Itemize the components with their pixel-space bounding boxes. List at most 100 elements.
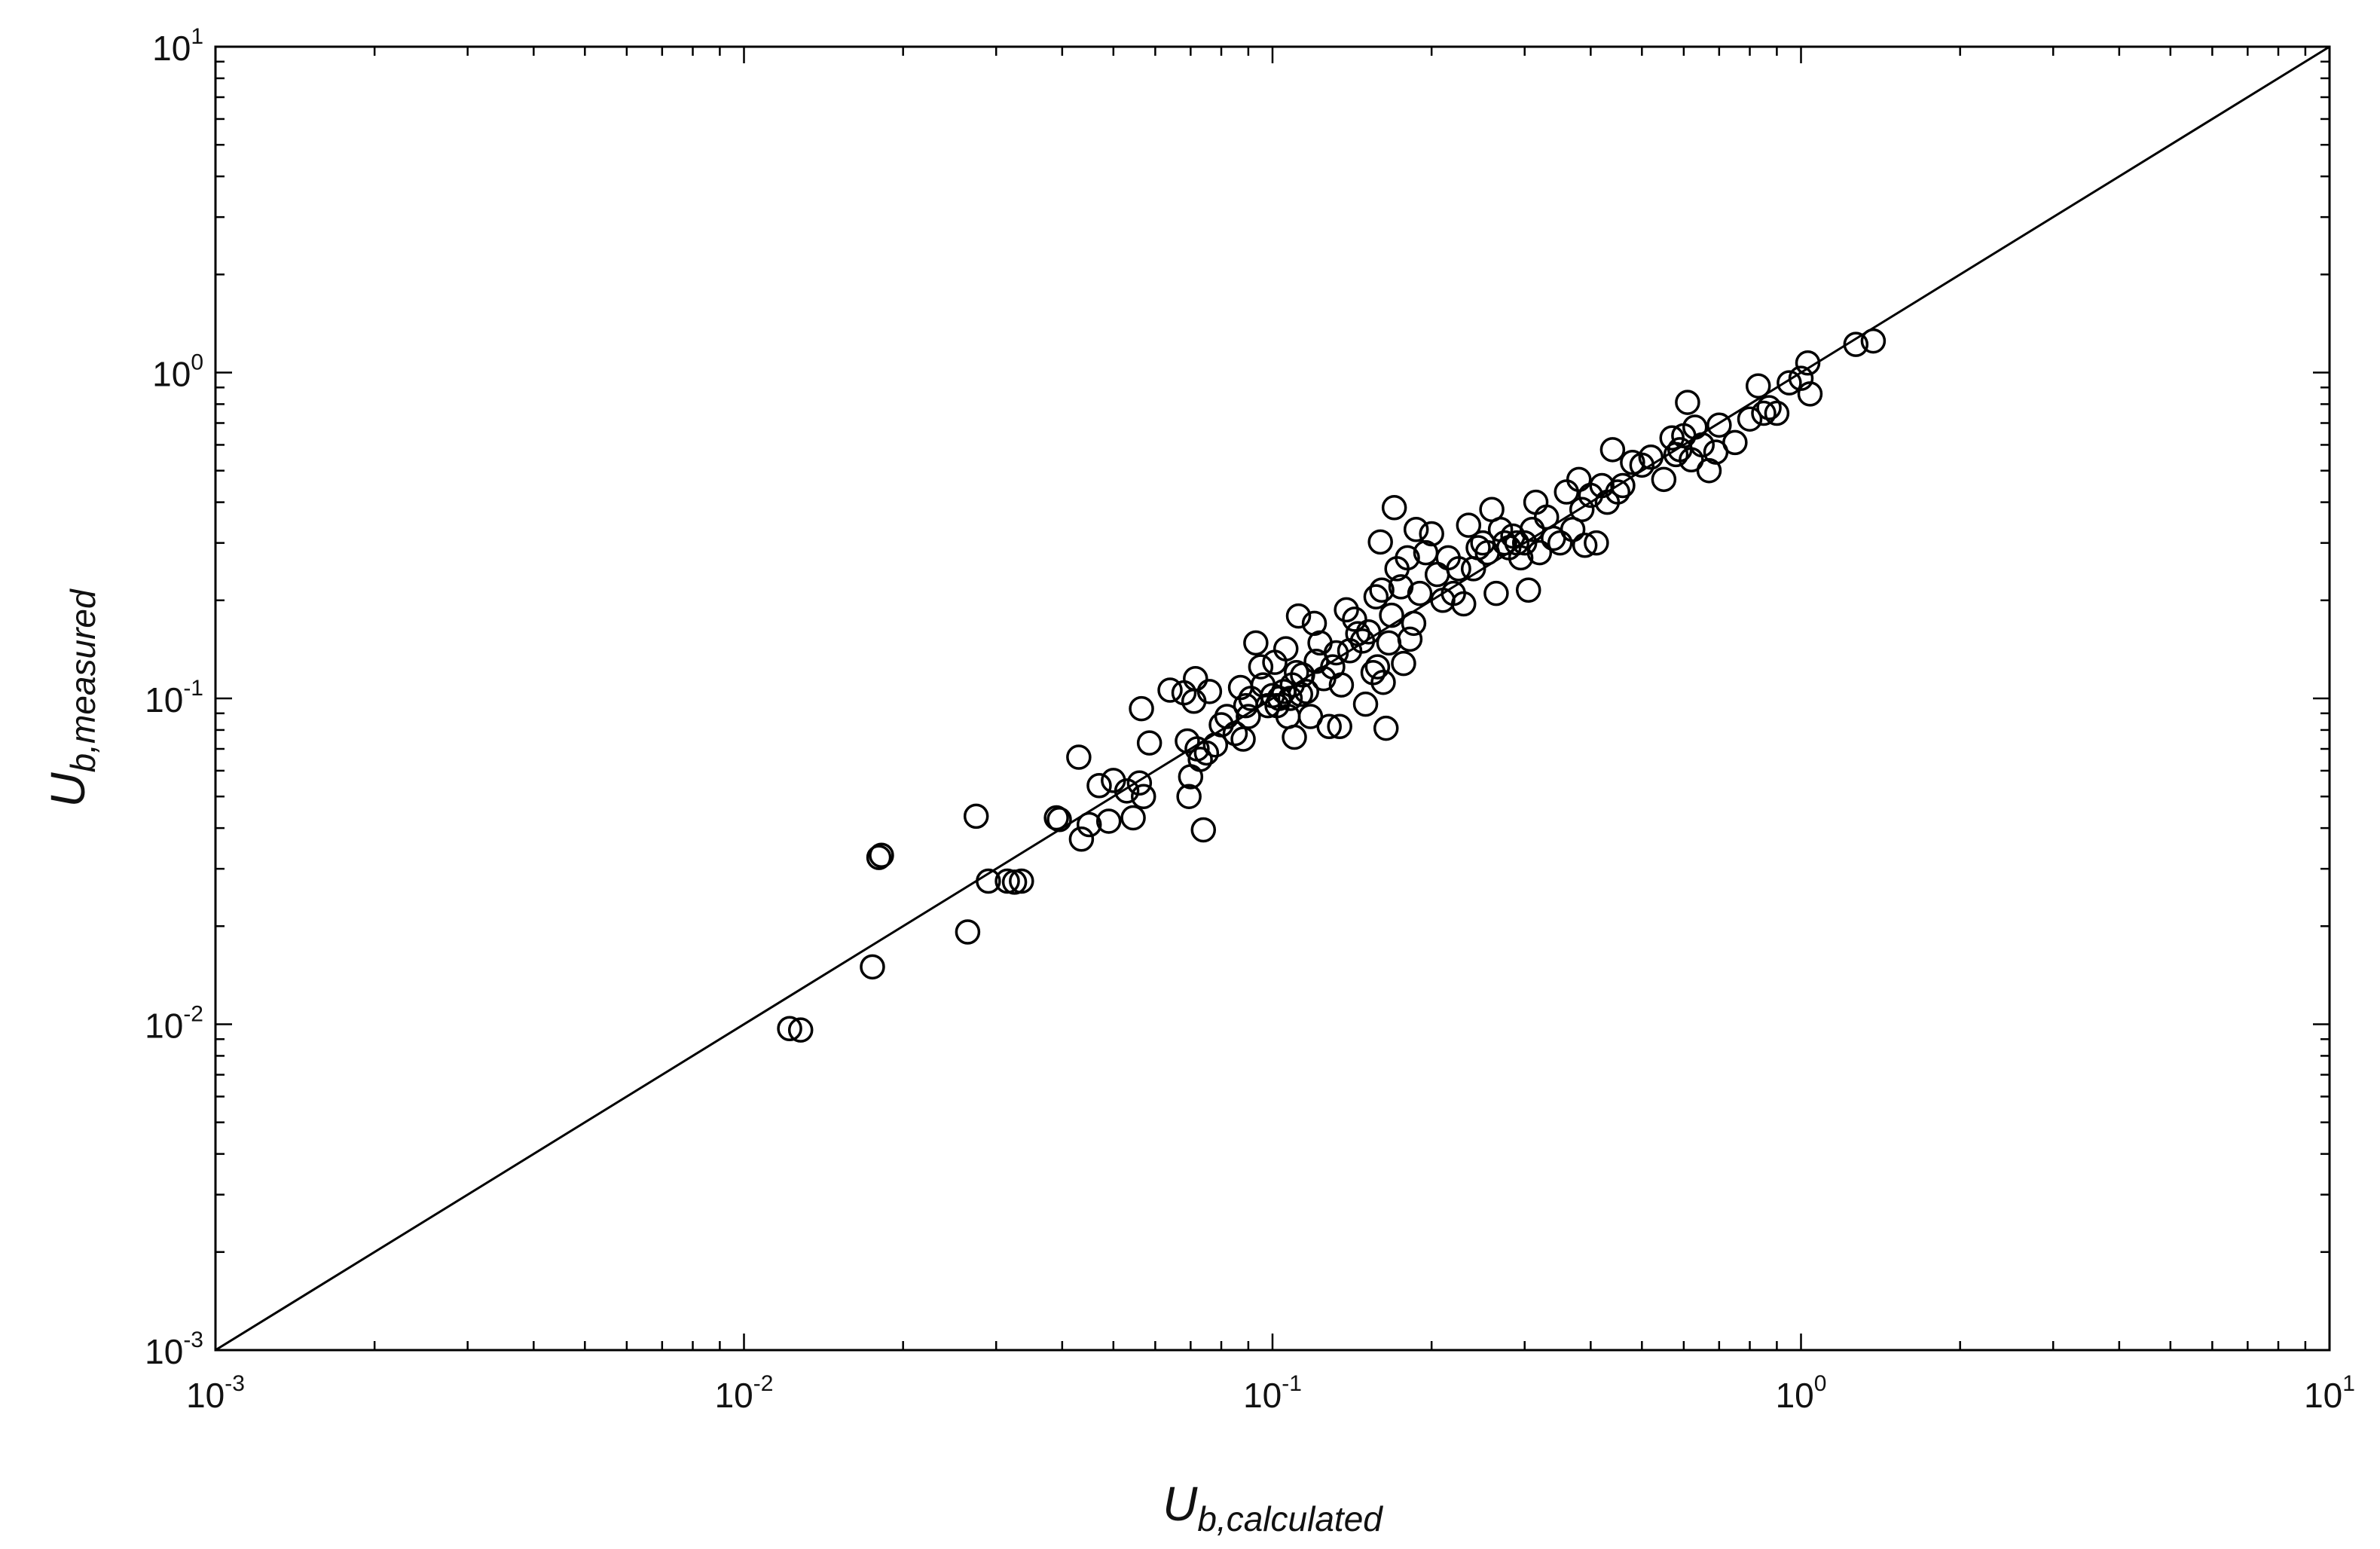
- data-point: [777, 1016, 802, 1041]
- data-point: [1376, 630, 1402, 656]
- data-point: [1193, 740, 1220, 766]
- data-point: [1136, 730, 1163, 756]
- data-point: [869, 842, 894, 868]
- data-point: [1610, 472, 1636, 499]
- data-point: [1696, 457, 1722, 484]
- data-point: [1294, 679, 1319, 704]
- data-point: [1526, 539, 1553, 566]
- x-tick-label: 10-3: [186, 1371, 245, 1415]
- x-tick-label: 10-2: [715, 1371, 774, 1415]
- data-point: [1114, 778, 1140, 804]
- data-point: [1795, 350, 1821, 376]
- x-axis-label: Ub,calculated: [1163, 1477, 1383, 1538]
- data-point: [1129, 695, 1154, 722]
- data-point: [1401, 610, 1427, 637]
- data-point: [1273, 636, 1299, 661]
- data-point: [1130, 784, 1156, 809]
- data-point: [1066, 744, 1092, 770]
- data-point: [1345, 621, 1370, 646]
- data-point: [1222, 720, 1248, 747]
- data-point: [1120, 805, 1146, 831]
- data-point: [1068, 826, 1095, 852]
- data-point: [1196, 679, 1223, 704]
- data-point: [1424, 561, 1450, 588]
- data-point: [1157, 677, 1183, 703]
- axis-ticks-layer: [214, 45, 2331, 1352]
- data-point: [1483, 580, 1509, 606]
- x-axis-label-main: U: [1163, 1477, 1198, 1531]
- data-point: [1706, 412, 1732, 438]
- data-point: [1599, 437, 1626, 463]
- y-tick-label: 10-3: [145, 1327, 203, 1371]
- data-point: [1547, 530, 1573, 556]
- data-point: [1788, 365, 1814, 391]
- data-point: [1236, 704, 1261, 729]
- data-point: [1363, 584, 1389, 610]
- data-point: [787, 1017, 814, 1043]
- data-point: [1492, 530, 1517, 556]
- data-point: [1046, 806, 1072, 833]
- data-point: [1737, 406, 1763, 432]
- data-point: [1334, 597, 1359, 623]
- data-point: [1086, 772, 1112, 799]
- data-point: [1364, 654, 1391, 680]
- data-point: [1370, 669, 1396, 695]
- data-point: [1171, 680, 1197, 706]
- data-point: [1638, 445, 1664, 470]
- data-point: [1316, 713, 1342, 740]
- y-tick-label: 10-1: [145, 676, 203, 720]
- data-point: [1569, 496, 1595, 522]
- data-point: [1797, 381, 1823, 407]
- data-point: [1584, 530, 1609, 556]
- data-point: [1095, 808, 1122, 834]
- data-point: [1745, 373, 1771, 399]
- data-point: [1243, 630, 1269, 656]
- data-point: [955, 919, 981, 945]
- x-tick-label: 101: [2304, 1371, 2355, 1415]
- reference-line-layer: [215, 45, 2330, 1352]
- data-point: [1190, 817, 1217, 843]
- data-point: [1230, 726, 1256, 752]
- data-point: [1446, 556, 1471, 582]
- data-point: [1373, 715, 1399, 741]
- data-point: [1352, 691, 1379, 717]
- data-point: [1397, 626, 1423, 652]
- data-point: [1756, 395, 1782, 420]
- data-point: [1328, 672, 1355, 698]
- data-point: [1843, 331, 1869, 357]
- data-point: [1391, 650, 1416, 677]
- data-point: [1323, 640, 1349, 666]
- data-point: [1589, 472, 1615, 499]
- data-point: [1651, 466, 1677, 493]
- data-point: [976, 868, 1001, 894]
- data-point: [1515, 577, 1541, 603]
- data-point: [1176, 784, 1202, 809]
- y-tick-label: 101: [152, 24, 203, 68]
- data-point: [1395, 545, 1420, 571]
- data-point: [1629, 452, 1655, 478]
- x-axis-label-subscript: b,calculated: [1197, 1499, 1383, 1538]
- data-point: [1381, 495, 1407, 521]
- data-point: [1367, 529, 1393, 555]
- data-point: [1248, 654, 1274, 680]
- data-point: [1369, 577, 1395, 603]
- data-point: [1285, 603, 1312, 629]
- data-point: [963, 803, 989, 829]
- data-point: [1675, 390, 1700, 415]
- data-point: [1126, 770, 1153, 796]
- data-point: [1342, 606, 1367, 632]
- data-point: [1337, 638, 1363, 664]
- y-tick-label: 10-2: [145, 1002, 203, 1046]
- tick-labels-layer: 10-3 10-2 10-1 100 101 10-3 10-2 10-1 100 101: [145, 24, 2355, 1415]
- data-points-layer: [777, 328, 1887, 1043]
- data-point: [1456, 512, 1482, 538]
- data-point: [1187, 747, 1213, 772]
- data-point: [1403, 516, 1429, 542]
- data-point: [866, 845, 892, 870]
- data-point: [1407, 580, 1433, 606]
- data-point: [1566, 466, 1592, 493]
- y-axis-label: Ub,measured: [41, 588, 102, 808]
- data-point: [1451, 591, 1477, 617]
- data-point: [1327, 713, 1352, 740]
